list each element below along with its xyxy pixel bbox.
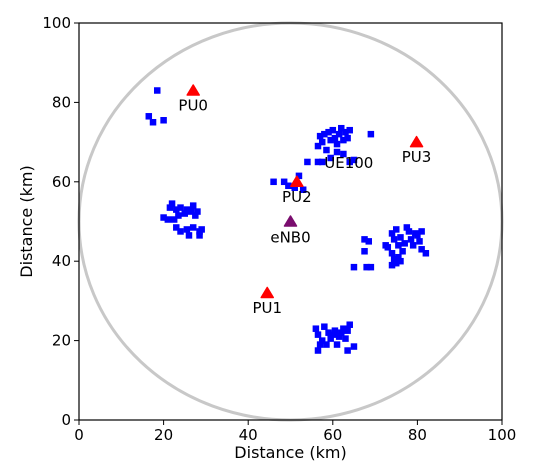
ue-label-0: UE100 xyxy=(324,154,373,172)
x-tick-label: 100 xyxy=(488,426,517,444)
ue-point xyxy=(323,147,330,154)
ue-point xyxy=(196,232,203,239)
ue-point xyxy=(160,117,167,124)
plot-content: PU0 PU1 PU2 PU3 eNB0 UE100 xyxy=(79,23,502,420)
pu-label-2: PU2 xyxy=(282,188,312,206)
x-tick-label: 60 xyxy=(323,426,342,444)
ue-point xyxy=(344,135,351,142)
ue-point xyxy=(368,131,375,138)
x-tick-label: 80 xyxy=(408,426,427,444)
ue-point xyxy=(410,242,417,249)
ue-point xyxy=(336,131,343,138)
ue-point xyxy=(171,216,178,223)
y-tick-label: 60 xyxy=(52,173,71,191)
ue-point xyxy=(346,127,353,134)
ue-point xyxy=(190,202,197,209)
ue-point xyxy=(344,327,351,334)
ue-point xyxy=(385,244,392,251)
ue-point xyxy=(190,224,197,231)
ue-point xyxy=(184,226,191,233)
ue-point xyxy=(423,250,430,257)
ue-point xyxy=(395,242,402,249)
enb-label-0: eNB0 xyxy=(270,229,310,247)
pu-label-3: PU3 xyxy=(402,148,432,166)
ue-point xyxy=(150,119,157,126)
ue-point xyxy=(342,335,349,342)
pu-marker-1 xyxy=(261,287,273,297)
x-tick-label: 0 xyxy=(74,426,84,444)
pu-label-0: PU0 xyxy=(178,96,208,114)
pu-label-1: PU1 xyxy=(252,299,282,317)
ue-point xyxy=(146,113,153,120)
ue-point xyxy=(368,264,375,271)
ue-point xyxy=(416,238,423,245)
ue-point xyxy=(344,347,351,354)
ue-point xyxy=(315,331,322,338)
x-axis-label: Distance (km) xyxy=(234,443,346,462)
enb-marker-0 xyxy=(285,216,297,226)
ue-point xyxy=(169,200,176,207)
ue-point xyxy=(194,208,201,215)
ue-point xyxy=(351,343,358,350)
ue-point xyxy=(334,141,341,148)
ue-point xyxy=(366,238,373,245)
ue-point xyxy=(270,179,277,186)
ue-point xyxy=(399,248,406,255)
ue-point xyxy=(397,234,404,241)
y-axis-label: Distance (km) xyxy=(17,165,36,277)
ue-point xyxy=(165,216,172,223)
y-tick-label: 100 xyxy=(42,14,71,32)
ue-point xyxy=(351,264,358,271)
ue-point xyxy=(304,159,311,166)
ue-point xyxy=(418,228,425,235)
x-tick-label: 40 xyxy=(239,426,258,444)
ue-point xyxy=(334,341,341,348)
x-tick-label: 20 xyxy=(154,426,173,444)
ue-point xyxy=(389,250,396,257)
ue-point xyxy=(186,232,193,239)
ue-point xyxy=(198,226,205,233)
pu-marker-3 xyxy=(411,137,423,147)
ue-point xyxy=(332,327,339,334)
y-tick-label: 40 xyxy=(52,252,71,270)
pu-marker-0 xyxy=(187,85,199,95)
ue-point xyxy=(319,139,326,146)
y-tick-label: 0 xyxy=(61,411,71,429)
ue-point xyxy=(408,236,415,243)
ue-point xyxy=(323,341,330,348)
ue-point xyxy=(177,204,184,211)
ue-point xyxy=(346,321,353,328)
ue-point xyxy=(404,224,411,231)
ue-point xyxy=(401,240,408,247)
ue-point xyxy=(321,323,328,330)
ue-point xyxy=(397,258,404,265)
ue-point xyxy=(330,127,337,134)
ue-point xyxy=(177,228,184,235)
ue-point xyxy=(154,87,161,94)
ue-point xyxy=(361,248,368,255)
ue-point xyxy=(391,236,398,243)
ue-point xyxy=(315,347,322,354)
y-tick-label: 20 xyxy=(52,332,71,350)
y-tick-label: 80 xyxy=(52,93,71,111)
ue-point xyxy=(313,325,320,332)
ue-point xyxy=(393,226,400,233)
